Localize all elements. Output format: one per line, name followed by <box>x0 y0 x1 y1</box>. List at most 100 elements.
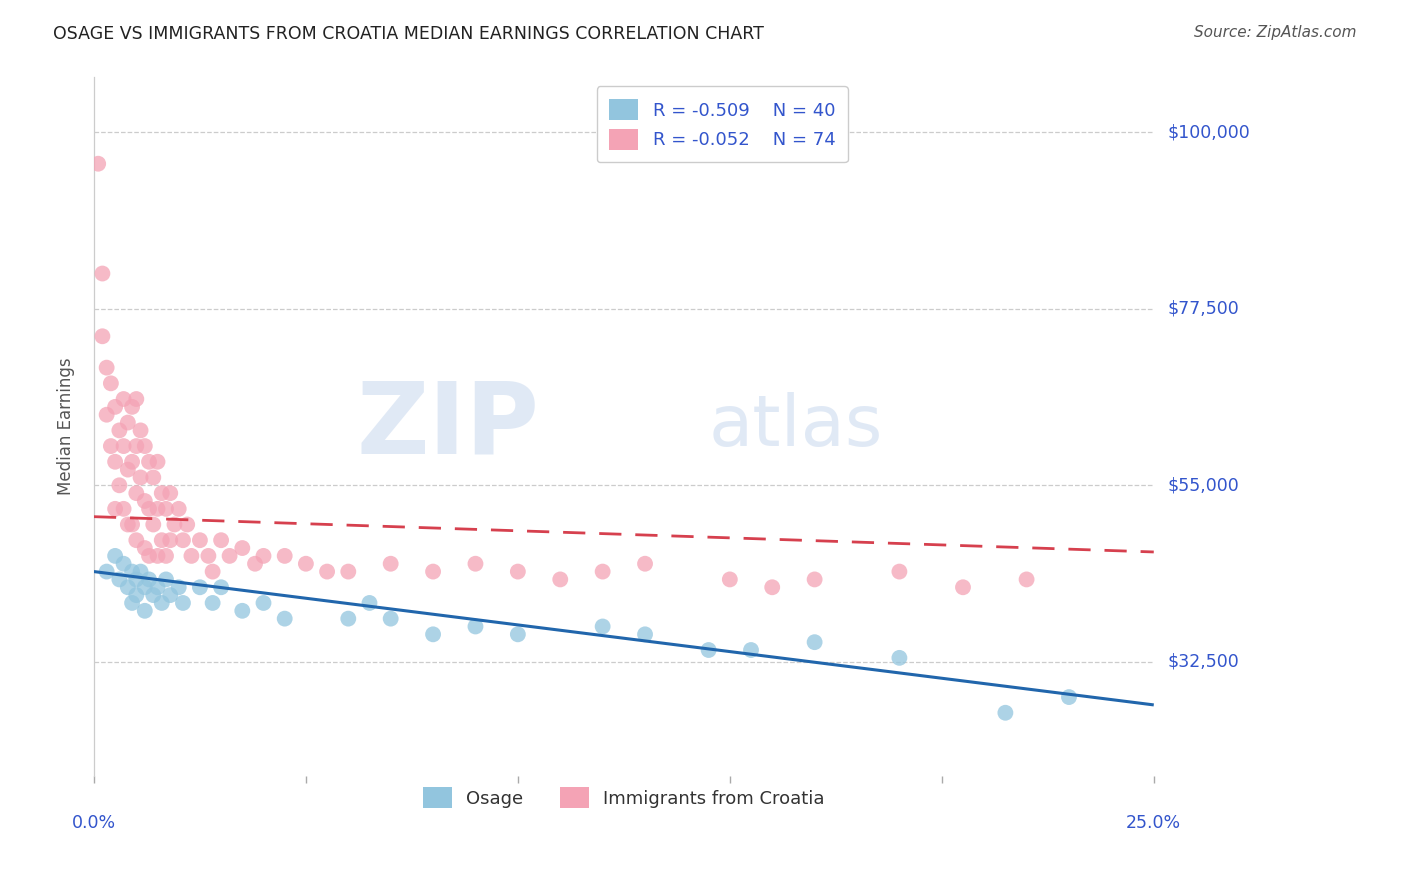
Text: $100,000: $100,000 <box>1167 123 1250 141</box>
Point <box>129 470 152 484</box>
Point <box>359 596 381 610</box>
Point <box>138 549 160 563</box>
Point <box>422 627 444 641</box>
Point <box>117 580 139 594</box>
Point <box>464 619 486 633</box>
Point <box>108 478 131 492</box>
Point <box>142 517 165 532</box>
Text: atlas: atlas <box>709 392 883 461</box>
Point <box>100 376 122 391</box>
Point <box>104 455 127 469</box>
Legend: Osage, Immigrants from Croatia: Osage, Immigrants from Croatia <box>416 780 832 815</box>
Point <box>167 580 190 594</box>
Point <box>803 573 825 587</box>
Point <box>96 565 118 579</box>
Point <box>273 612 295 626</box>
Point <box>188 580 211 594</box>
Point <box>150 486 173 500</box>
Point <box>138 573 160 587</box>
Point <box>188 533 211 548</box>
Point <box>337 565 360 579</box>
Point <box>112 392 135 406</box>
Point <box>592 619 614 633</box>
Point <box>121 596 143 610</box>
Point <box>803 635 825 649</box>
Point <box>380 557 402 571</box>
Point <box>138 455 160 469</box>
Text: Source: ZipAtlas.com: Source: ZipAtlas.com <box>1194 25 1357 40</box>
Point <box>146 501 169 516</box>
Point <box>108 424 131 438</box>
Point <box>159 533 181 548</box>
Point <box>87 157 110 171</box>
Point <box>125 486 148 500</box>
Point <box>231 604 253 618</box>
Point <box>172 533 194 548</box>
Point <box>634 627 657 641</box>
Point <box>129 565 152 579</box>
Point <box>125 588 148 602</box>
Point <box>121 400 143 414</box>
Point <box>316 565 339 579</box>
Point <box>1057 690 1080 704</box>
Point <box>592 565 614 579</box>
Point <box>125 573 148 587</box>
Point <box>506 565 529 579</box>
Point <box>506 627 529 641</box>
Point <box>718 573 741 587</box>
Point <box>129 424 152 438</box>
Point <box>146 549 169 563</box>
Text: 0.0%: 0.0% <box>72 814 115 832</box>
Text: $77,500: $77,500 <box>1167 300 1240 318</box>
Point <box>697 643 720 657</box>
Point <box>108 573 131 587</box>
Text: ZIP: ZIP <box>356 378 538 475</box>
Point <box>138 501 160 516</box>
Point <box>159 588 181 602</box>
Point <box>112 501 135 516</box>
Point <box>112 557 135 571</box>
Point <box>117 416 139 430</box>
Point <box>155 549 177 563</box>
Point <box>121 455 143 469</box>
Point <box>634 557 657 571</box>
Point <box>548 573 571 587</box>
Point <box>201 596 224 610</box>
Text: $55,000: $55,000 <box>1167 476 1240 494</box>
Point <box>117 517 139 532</box>
Point <box>740 643 762 657</box>
Point <box>91 267 114 281</box>
Point <box>100 439 122 453</box>
Point <box>155 501 177 516</box>
Point <box>295 557 318 571</box>
Point <box>1015 573 1038 587</box>
Point <box>91 329 114 343</box>
Point <box>163 517 186 532</box>
Point <box>155 573 177 587</box>
Point <box>994 706 1017 720</box>
Point <box>243 557 266 571</box>
Point <box>380 612 402 626</box>
Point <box>112 439 135 453</box>
Point <box>209 533 232 548</box>
Point <box>159 486 181 500</box>
Point <box>180 549 202 563</box>
Point <box>142 470 165 484</box>
Point <box>104 549 127 563</box>
Y-axis label: Median Earnings: Median Earnings <box>58 358 75 495</box>
Point <box>134 439 156 453</box>
Point <box>209 580 232 594</box>
Point <box>134 494 156 508</box>
Point <box>952 580 974 594</box>
Point <box>134 604 156 618</box>
Point <box>117 462 139 476</box>
Point <box>104 400 127 414</box>
Point <box>218 549 240 563</box>
Text: 25.0%: 25.0% <box>1126 814 1181 832</box>
Point <box>197 549 219 563</box>
Point <box>150 533 173 548</box>
Text: $32,500: $32,500 <box>1167 653 1240 671</box>
Point <box>422 565 444 579</box>
Point <box>150 596 173 610</box>
Point <box>172 596 194 610</box>
